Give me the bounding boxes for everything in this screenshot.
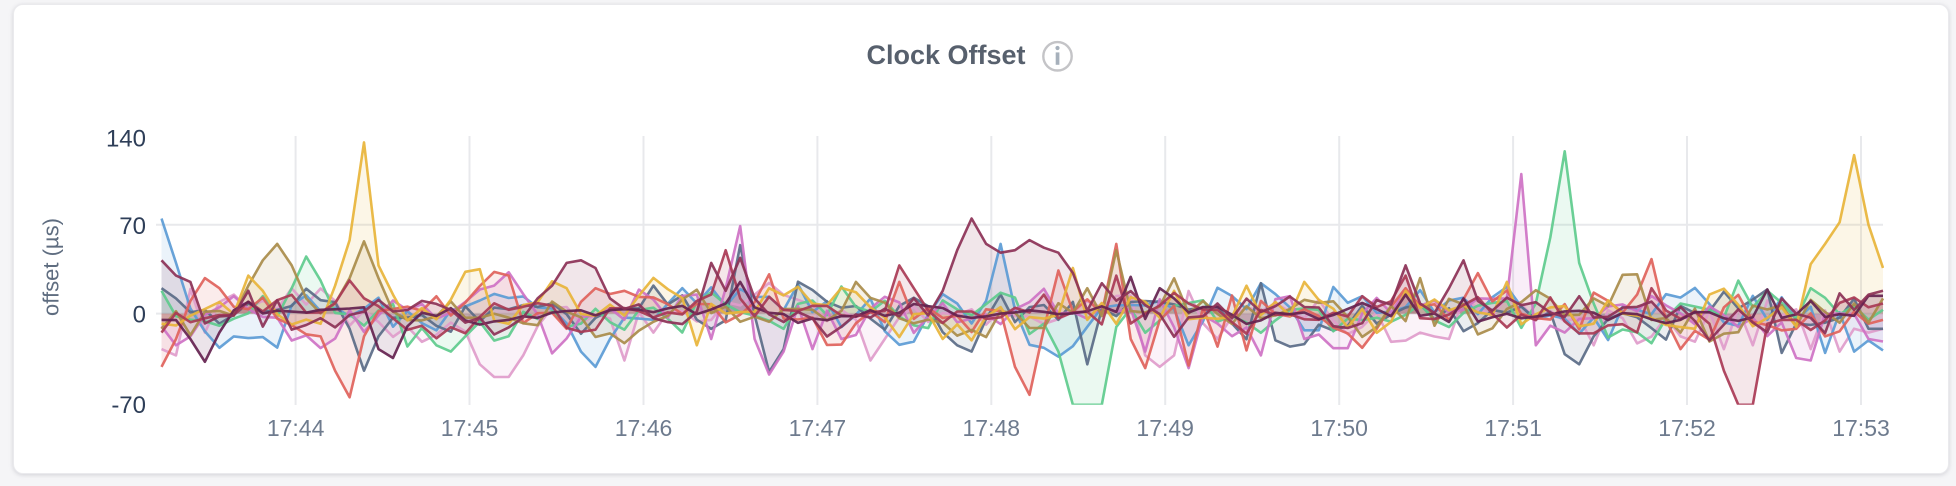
svg-text:17:45: 17:45 xyxy=(441,415,499,441)
svg-text:17:49: 17:49 xyxy=(1136,415,1194,441)
svg-text:17:46: 17:46 xyxy=(615,415,673,441)
svg-text:70: 70 xyxy=(119,213,146,240)
svg-text:17:50: 17:50 xyxy=(1310,415,1368,441)
svg-text:0: 0 xyxy=(133,301,146,328)
svg-text:17:44: 17:44 xyxy=(267,415,325,441)
svg-text:17:52: 17:52 xyxy=(1658,415,1716,441)
svg-text:17:47: 17:47 xyxy=(789,415,847,441)
svg-text:17:53: 17:53 xyxy=(1832,415,1890,441)
svg-text:140: 140 xyxy=(106,126,146,153)
svg-text:17:51: 17:51 xyxy=(1484,415,1542,441)
svg-text:offset (µs): offset (µs) xyxy=(39,218,64,316)
svg-text:17:48: 17:48 xyxy=(963,415,1021,441)
svg-text:Clock Offset: Clock Offset xyxy=(866,40,1025,70)
svg-text:-70: -70 xyxy=(111,392,146,419)
